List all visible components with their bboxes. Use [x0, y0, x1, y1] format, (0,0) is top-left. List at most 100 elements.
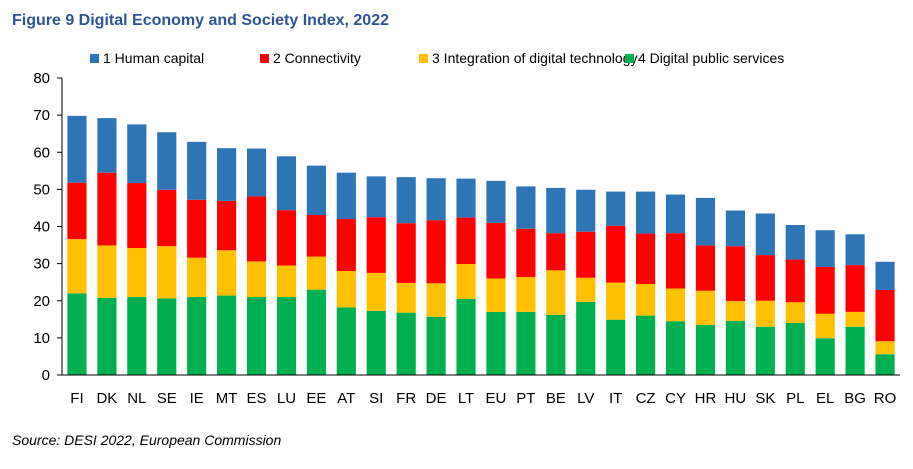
bar-stack-fr	[396, 177, 416, 375]
bar-segment-human-capital	[725, 210, 745, 247]
bar-segment-digital-public-services	[725, 320, 745, 375]
bar-segment-human-capital	[396, 177, 416, 224]
y-tick-label: 0	[42, 367, 50, 384]
bar-stack-cz	[636, 191, 656, 375]
bar-segment-digital-public-services	[187, 297, 207, 375]
bar-segment-connectivity	[755, 255, 775, 301]
bar-segment-digital-public-services	[606, 319, 626, 375]
bar-segment-integration-of-digital-technology	[246, 261, 267, 298]
bar-segment-human-capital	[486, 180, 506, 223]
bar-stack-el	[815, 230, 835, 375]
bar-segment-digital-public-services	[366, 310, 386, 375]
bar-stack-at	[336, 172, 356, 375]
bar-segment-connectivity	[67, 182, 87, 240]
bar-segment-human-capital	[516, 186, 536, 229]
bar-segment-connectivity	[187, 199, 207, 258]
bar-stack-be	[546, 187, 566, 375]
bar-segment-connectivity	[246, 196, 267, 262]
y-tick-label: 40	[33, 219, 50, 236]
bar-segment-connectivity	[336, 219, 356, 272]
bar-segment-human-capital	[456, 178, 476, 218]
bar-segment-connectivity	[157, 189, 177, 247]
bar-stack-it	[606, 191, 626, 375]
legend-label: 4 Digital public services	[638, 50, 784, 66]
bar-segment-integration-of-digital-technology	[306, 256, 326, 290]
bar-stack-lt	[456, 178, 476, 375]
bar-segment-connectivity	[366, 217, 386, 273]
x-tick-label: PL	[786, 390, 804, 407]
bar-segment-digital-public-services	[695, 324, 716, 375]
x-tick-label: SK	[755, 390, 775, 407]
bar-segment-digital-public-services	[127, 297, 147, 375]
bar-segment-digital-public-services	[636, 315, 656, 375]
bar-stack-bg	[845, 234, 865, 375]
bar-stack-mt	[217, 148, 237, 375]
bar-stack-ro	[875, 261, 895, 375]
bar-segment-digital-public-services	[875, 354, 895, 375]
bar-segment-connectivity	[725, 246, 745, 302]
x-tick-label: CZ	[636, 390, 656, 407]
bar-segment-connectivity	[486, 222, 506, 279]
bar-segment-connectivity	[276, 210, 297, 266]
x-tick-label: DE	[426, 390, 447, 407]
x-axis: FI DK NL SE IE MT ES LU EE AT SI FR DE LT EU PT BE LV IT CZ…	[62, 374, 900, 407]
bar-stack-hu	[725, 210, 745, 375]
bar-segment-digital-public-services	[755, 326, 775, 375]
x-tick-label: IE	[190, 390, 204, 407]
bar-segment-digital-public-services	[845, 326, 865, 375]
bar-segment-digital-public-services	[426, 316, 446, 375]
bar-segment-human-capital	[246, 148, 267, 197]
x-tick-label: NL	[127, 390, 146, 407]
bar-segment-integration-of-digital-technology	[187, 257, 207, 298]
bar-segment-integration-of-digital-technology	[755, 300, 775, 327]
legend-swatch	[90, 54, 99, 63]
bar-segment-human-capital	[665, 194, 686, 234]
x-tick-label: EE	[306, 390, 326, 407]
bar-segment-connectivity	[546, 233, 566, 271]
bar-stack-ie	[187, 141, 207, 375]
bar-segment-integration-of-digital-technology	[636, 284, 656, 316]
bar-stack-lv	[576, 189, 596, 375]
x-tick-label: HU	[725, 390, 747, 407]
x-tick-label: FR	[396, 390, 416, 407]
bar-segment-connectivity	[875, 289, 895, 342]
bar-segment-integration-of-digital-technology	[546, 270, 566, 315]
bar-stack-de	[426, 178, 446, 375]
bar-stack-es	[246, 148, 267, 375]
bar-segment-digital-public-services	[276, 297, 297, 375]
bar-segment-digital-public-services	[396, 312, 416, 375]
bar-segment-integration-of-digital-technology	[815, 313, 835, 339]
bar-stack-cy	[665, 194, 686, 375]
y-tick-label: 10	[33, 330, 50, 347]
bar-segment-human-capital	[187, 141, 207, 200]
bar-segment-human-capital	[875, 261, 895, 290]
bar-segment-human-capital	[636, 191, 656, 234]
bar-stack-pt	[516, 186, 536, 375]
bar-segment-connectivity	[516, 228, 536, 277]
bar-segment-integration-of-digital-technology	[97, 245, 117, 298]
bar-segment-digital-public-services	[516, 311, 536, 375]
bar-stack-lu	[276, 156, 297, 375]
bar-segment-integration-of-digital-technology	[336, 271, 356, 308]
bar-segment-human-capital	[546, 187, 566, 234]
bar-stack-eu	[486, 180, 506, 375]
bar-segment-connectivity	[815, 266, 835, 314]
bar-segment-integration-of-digital-technology	[785, 302, 805, 324]
legend-item: 3 Integration of digital technology	[419, 50, 637, 66]
x-tick-label: MT	[216, 390, 238, 407]
bar-segment-human-capital	[426, 178, 446, 221]
bar-segment-integration-of-digital-technology	[127, 248, 147, 298]
figure-title: Figure 9 Digital Economy and Society Ind…	[12, 12, 389, 29]
bar-segment-connectivity	[785, 259, 805, 303]
y-tick-label: 60	[33, 144, 50, 161]
x-tick-label: EU	[486, 390, 507, 407]
bar-stack-pl	[785, 225, 805, 375]
legend-item: 1 Human capital	[90, 50, 204, 66]
bar-segment-digital-public-services	[157, 298, 177, 375]
bar-stack-se	[157, 132, 177, 375]
legend-swatch	[260, 54, 269, 63]
bar-segment-connectivity	[695, 245, 716, 291]
bar-segment-integration-of-digital-technology	[426, 283, 446, 317]
bar-segment-connectivity	[127, 183, 147, 249]
bar-segment-human-capital	[276, 156, 297, 211]
